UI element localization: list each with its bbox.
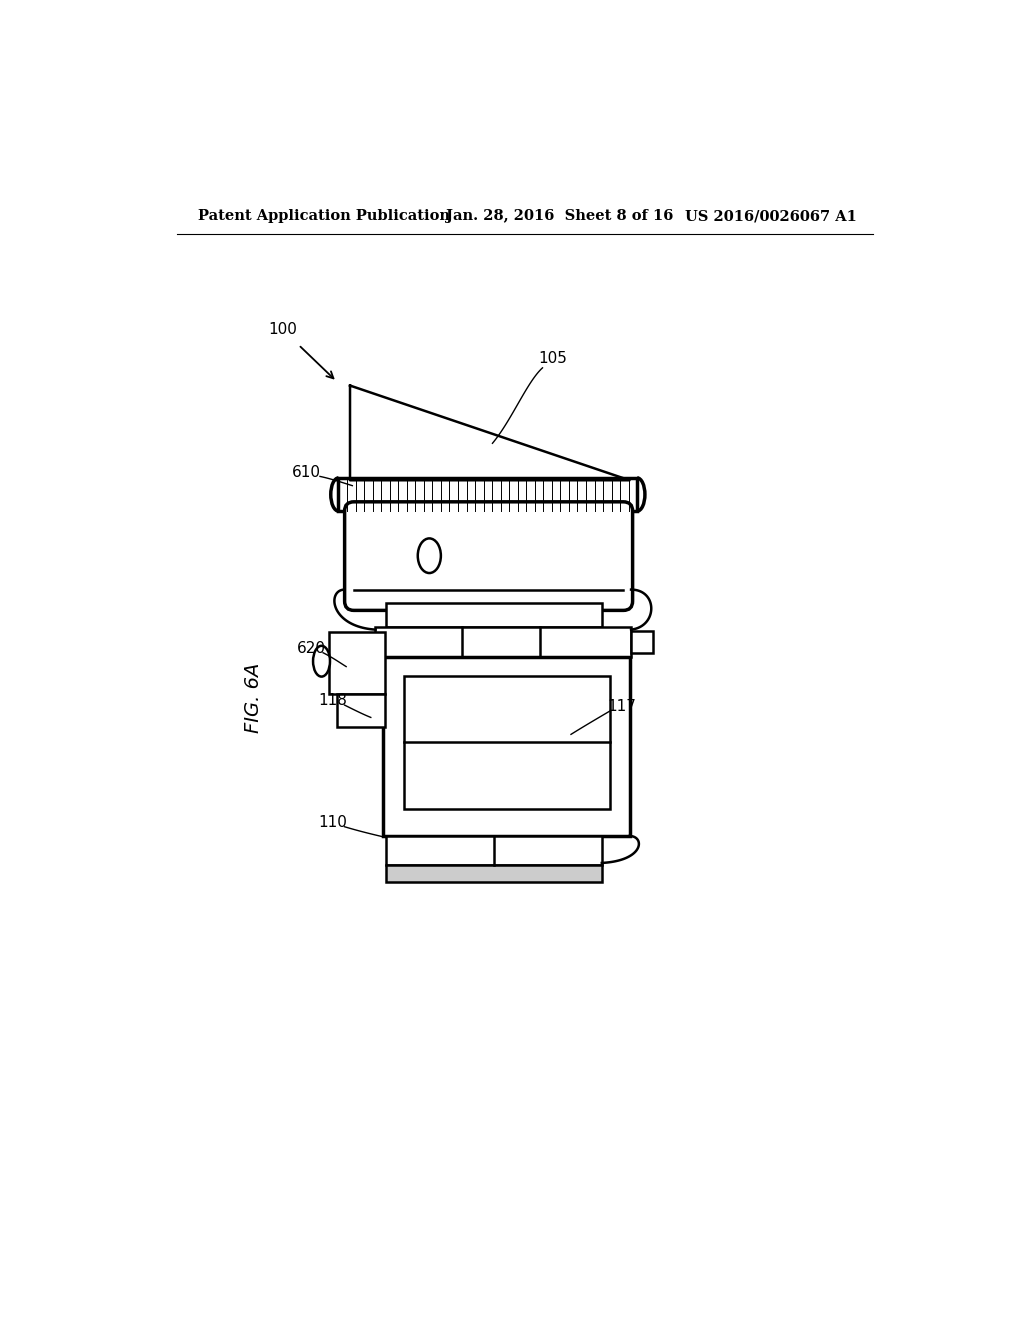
Text: 118: 118	[317, 693, 347, 708]
Text: Jan. 28, 2016  Sheet 8 of 16: Jan. 28, 2016 Sheet 8 of 16	[446, 209, 674, 223]
Text: 620: 620	[297, 640, 326, 656]
FancyBboxPatch shape	[345, 502, 633, 610]
Bar	[386, 836, 602, 866]
Bar	[339, 478, 637, 511]
Text: 110: 110	[317, 814, 347, 830]
Text: 105: 105	[538, 351, 567, 366]
Text: US 2016/0026067 A1: US 2016/0026067 A1	[685, 209, 857, 223]
Bar	[386, 866, 602, 882]
Bar	[337, 693, 385, 726]
Bar	[403, 676, 609, 809]
Text: Patent Application Publication: Patent Application Publication	[199, 209, 451, 223]
Bar	[383, 657, 630, 836]
Text: 117: 117	[607, 700, 636, 714]
Ellipse shape	[418, 539, 441, 573]
Bar	[330, 632, 385, 693]
Text: FIG. 6A: FIG. 6A	[245, 663, 263, 733]
Text: 610: 610	[292, 465, 321, 480]
Bar	[631, 631, 652, 653]
Ellipse shape	[313, 645, 330, 677]
Text: 100: 100	[268, 322, 297, 337]
Bar	[376, 627, 631, 657]
Bar	[386, 603, 602, 627]
